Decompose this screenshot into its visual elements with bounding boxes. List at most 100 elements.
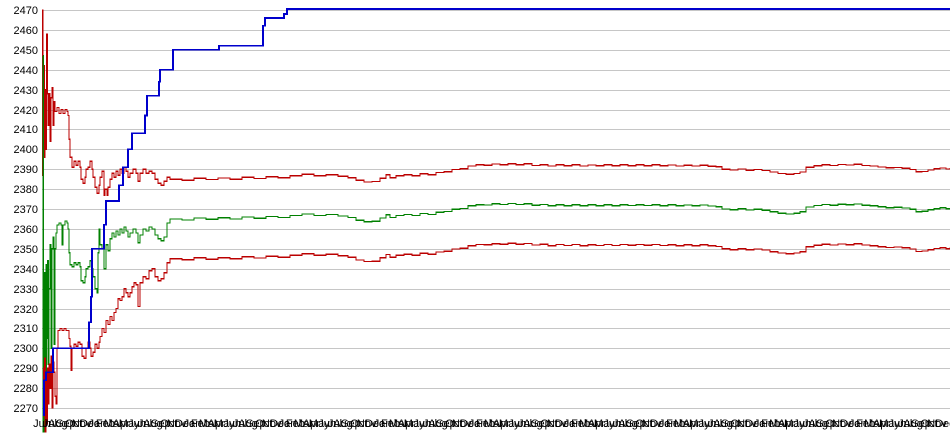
x-tick-label: Jul xyxy=(43,418,57,430)
x-tick-label: Feb xyxy=(476,418,495,430)
x-tick-label: Feb xyxy=(286,418,305,430)
x-tick-label: Aug xyxy=(238,418,258,430)
red-lower-line xyxy=(42,242,950,433)
x-tick-label: Dec xyxy=(935,418,950,430)
x-tick-label: May xyxy=(879,418,900,430)
x-tick-label: Sep xyxy=(816,418,836,430)
x-tick-label: Dec xyxy=(650,418,670,430)
x-tick-label: Aug xyxy=(808,418,828,430)
x-tick-label: Aug xyxy=(333,418,353,430)
x-tick-label: Jul xyxy=(328,418,342,430)
x-tick-label: Apr xyxy=(778,418,795,430)
x-tick-label: Jun xyxy=(318,418,336,430)
x-tick-label: Oct xyxy=(255,418,272,430)
x-tick-label: Jan xyxy=(564,418,582,430)
x-tick-label: Jan xyxy=(754,418,772,430)
x-tick-label: Jun xyxy=(33,418,51,430)
x-tick-label: Oct xyxy=(350,418,367,430)
x-tick-label: May xyxy=(404,418,425,430)
x-tick-label: Nov xyxy=(72,418,92,430)
x-tick-label: Feb xyxy=(666,418,685,430)
x-tick-label: May xyxy=(119,418,140,430)
x-tick-label: Sep xyxy=(721,418,741,430)
x-tick-label: Jul xyxy=(708,418,722,430)
x-tick-label: Apr xyxy=(113,418,130,430)
y-tick-label: 2300 xyxy=(14,343,38,355)
x-tick-label: Dec xyxy=(270,418,290,430)
y-tick-label: 2350 xyxy=(14,244,38,256)
x-tick-label: Aug xyxy=(618,418,638,430)
x-tick-label: Sep xyxy=(436,418,456,430)
x-tick-label: Jun xyxy=(889,418,907,430)
x-tick-label: Jun xyxy=(603,418,621,430)
x-tick-label: Nov xyxy=(547,418,567,430)
x-tick-label: Feb xyxy=(191,418,210,430)
x-tick-label: May xyxy=(214,418,235,430)
x-tick-label: Feb xyxy=(571,418,590,430)
y-tick-label: 2400 xyxy=(14,144,38,156)
y-tick-label: 2390 xyxy=(14,164,38,176)
y-tick-label: 2360 xyxy=(14,224,38,236)
series-lines xyxy=(41,8,950,433)
x-tick-label: Jul xyxy=(898,418,912,430)
x-tick-label: Sep xyxy=(911,418,931,430)
x-tick-label: May xyxy=(689,418,710,430)
x-tick-label: Aug xyxy=(903,418,923,430)
x-tick-label: Jun xyxy=(508,418,526,430)
x-tick-label: Jul xyxy=(423,418,437,430)
x-tick-label: Jul xyxy=(233,418,247,430)
x-tick-label: Nov xyxy=(832,418,852,430)
x-tick-label: Mar xyxy=(579,418,598,430)
x-tick-label: Apr xyxy=(303,418,320,430)
x-tick-label: May xyxy=(309,418,330,430)
x-tick-label: Nov xyxy=(452,418,472,430)
y-tick-label: 2290 xyxy=(14,363,38,375)
y-tick-label: 2330 xyxy=(14,284,38,296)
x-tick-label: Nov xyxy=(642,418,662,430)
x-tick-label: Apr xyxy=(873,418,890,430)
x-tick-label: Sep xyxy=(151,418,171,430)
gridlines xyxy=(42,10,950,409)
y-axis-labels: 2470 2460 2450 2440 2430 2420 2410 2400 2390 2380… xyxy=(14,5,38,415)
x-tick-label: Mar xyxy=(864,418,883,430)
x-tick-label: Oct xyxy=(635,418,652,430)
x-tick-label: Jan xyxy=(89,418,107,430)
y-tick-label: 2440 xyxy=(14,65,38,77)
x-tick-label: Mar xyxy=(104,418,123,430)
y-tick-label: 2430 xyxy=(14,85,38,97)
x-tick-label: Feb xyxy=(856,418,875,430)
x-tick-label: Feb xyxy=(381,418,400,430)
x-tick-label: Mar xyxy=(674,418,693,430)
x-tick-label: Oct xyxy=(160,418,177,430)
x-tick-label: Apr xyxy=(493,418,510,430)
y-tick-label: 2370 xyxy=(14,204,38,216)
x-tick-label: Dec xyxy=(745,418,765,430)
x-tick-label: Aug xyxy=(143,418,163,430)
x-tick-label: Jun xyxy=(698,418,716,430)
x-tick-label: Mar xyxy=(389,418,408,430)
x-tick-label: Apr xyxy=(683,418,700,430)
x-axis-labels: JunJulAugSepOctNovDecJanFebMarAprMayJunJ… xyxy=(33,418,950,430)
x-tick-label: Nov xyxy=(737,418,757,430)
x-tick-label: Oct xyxy=(920,418,937,430)
red-upper-line xyxy=(41,9,950,196)
x-tick-label: Sep xyxy=(626,418,646,430)
x-tick-label: Dec xyxy=(175,418,195,430)
x-tick-label: Jun xyxy=(793,418,811,430)
x-tick-label: Nov xyxy=(357,418,377,430)
x-tick-label: Mar xyxy=(199,418,218,430)
x-tick-label: Oct xyxy=(65,418,82,430)
x-tick-label: Apr xyxy=(588,418,605,430)
x-tick-label: Apr xyxy=(398,418,415,430)
x-tick-label: Oct xyxy=(825,418,842,430)
y-tick-label: 2470 xyxy=(14,5,38,17)
x-tick-label: Sep xyxy=(56,418,76,430)
x-tick-label: Aug xyxy=(428,418,448,430)
x-tick-label: Dec xyxy=(365,418,385,430)
x-tick-label: Jun xyxy=(223,418,241,430)
x-tick-label: Aug xyxy=(523,418,543,430)
x-tick-label: Aug xyxy=(713,418,733,430)
x-tick-label: Dec xyxy=(460,418,480,430)
x-tick-label: Jul xyxy=(518,418,532,430)
